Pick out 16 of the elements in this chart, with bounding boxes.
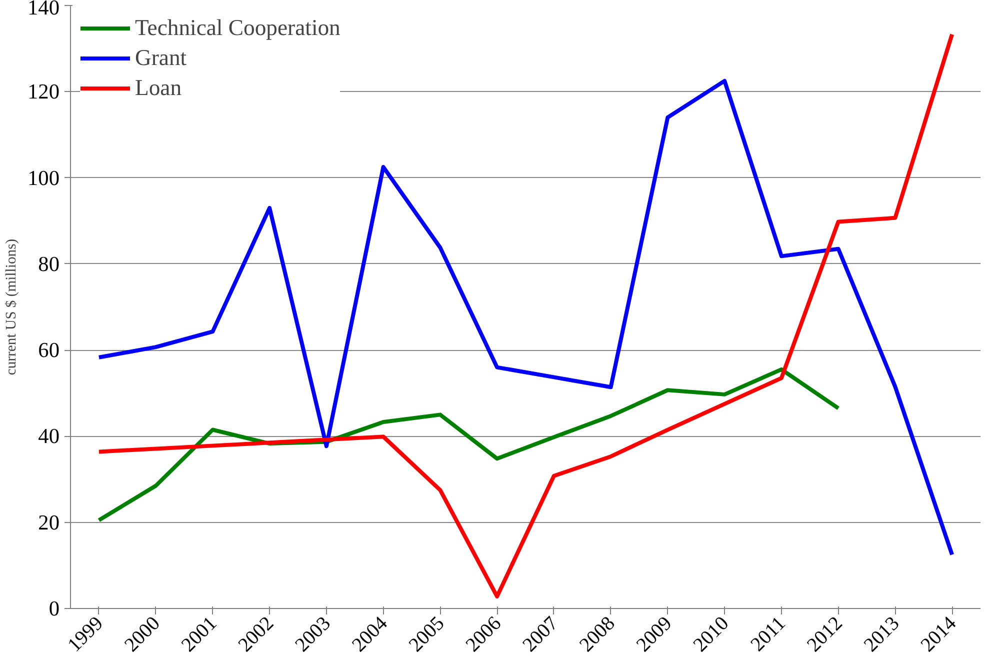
legend-label: Grant <box>135 45 187 71</box>
y-tick-label: 80 <box>38 252 60 276</box>
y-tick-label: 60 <box>38 338 60 362</box>
y-tick-label: 140 <box>28 0 60 20</box>
y-axis-title: current US $ (millions) <box>4 238 20 376</box>
y-tick-label: 40 <box>38 424 60 448</box>
y-tick-label: 120 <box>28 80 60 104</box>
y-tick-label: 20 <box>38 510 60 534</box>
x-tick-label: 2011 <box>746 612 790 656</box>
x-tick-label: 1999 <box>64 612 108 656</box>
y-tick-label: 100 <box>28 166 60 190</box>
legend-label: Technical Cooperation <box>135 15 340 41</box>
legend-label: Loan <box>135 75 182 101</box>
line-series <box>96 78 954 557</box>
y-tick-label: 0 <box>48 596 60 620</box>
x-tick-label: 2001 <box>177 612 222 656</box>
